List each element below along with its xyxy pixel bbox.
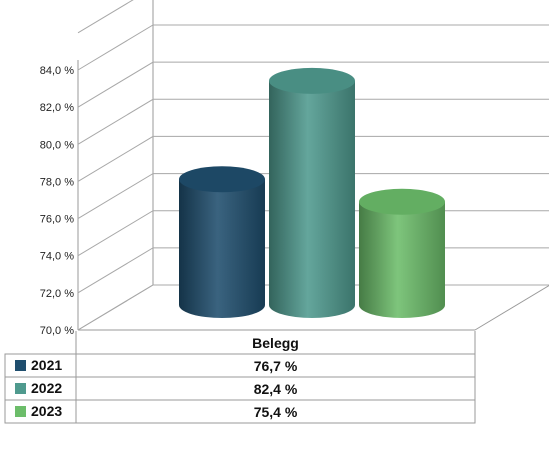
bar-body-2022 xyxy=(269,80,355,318)
legend-swatch-2022 xyxy=(15,383,26,394)
legend-label: 2023 xyxy=(31,403,62,419)
legend-swatch-2023 xyxy=(15,406,26,417)
bar-2021 xyxy=(179,166,265,318)
bar-body-2023 xyxy=(359,201,445,318)
bar-2022 xyxy=(269,67,355,318)
gridline xyxy=(77,173,549,220)
data-label: 82,4 % xyxy=(254,381,298,397)
y-tick-label: 84,0 % xyxy=(40,65,74,77)
bar-top-2022 xyxy=(269,67,355,94)
legend-label: 2022 xyxy=(31,380,62,396)
gridline xyxy=(77,24,549,71)
gridline xyxy=(77,98,549,145)
bar-top-2023 xyxy=(359,188,445,215)
y-tick-label: 82,0 % xyxy=(40,102,74,114)
bar-top-2021 xyxy=(179,166,265,193)
gridline xyxy=(77,135,549,182)
bar-2023 xyxy=(359,188,445,318)
gridline xyxy=(77,0,134,34)
legend-swatch-2021 xyxy=(15,360,26,371)
data-label: 75,4 % xyxy=(254,404,298,420)
y-tick-label: 76,0 % xyxy=(40,214,74,226)
legend-label: 2021 xyxy=(31,357,62,373)
data-label: 76,7 % xyxy=(254,358,298,374)
table-row xyxy=(4,399,476,424)
gridline xyxy=(77,61,549,108)
y-tick-label: 70,0 % xyxy=(40,325,74,337)
y-tick-label: 78,0 % xyxy=(40,176,74,188)
y-tick-label: 80,0 % xyxy=(40,139,74,151)
y-tick-label: 74,0 % xyxy=(40,251,74,263)
y-tick-label: 72,0 % xyxy=(40,288,74,300)
bar-body-2021 xyxy=(179,179,265,318)
table-category-header: Belegg xyxy=(252,335,299,351)
